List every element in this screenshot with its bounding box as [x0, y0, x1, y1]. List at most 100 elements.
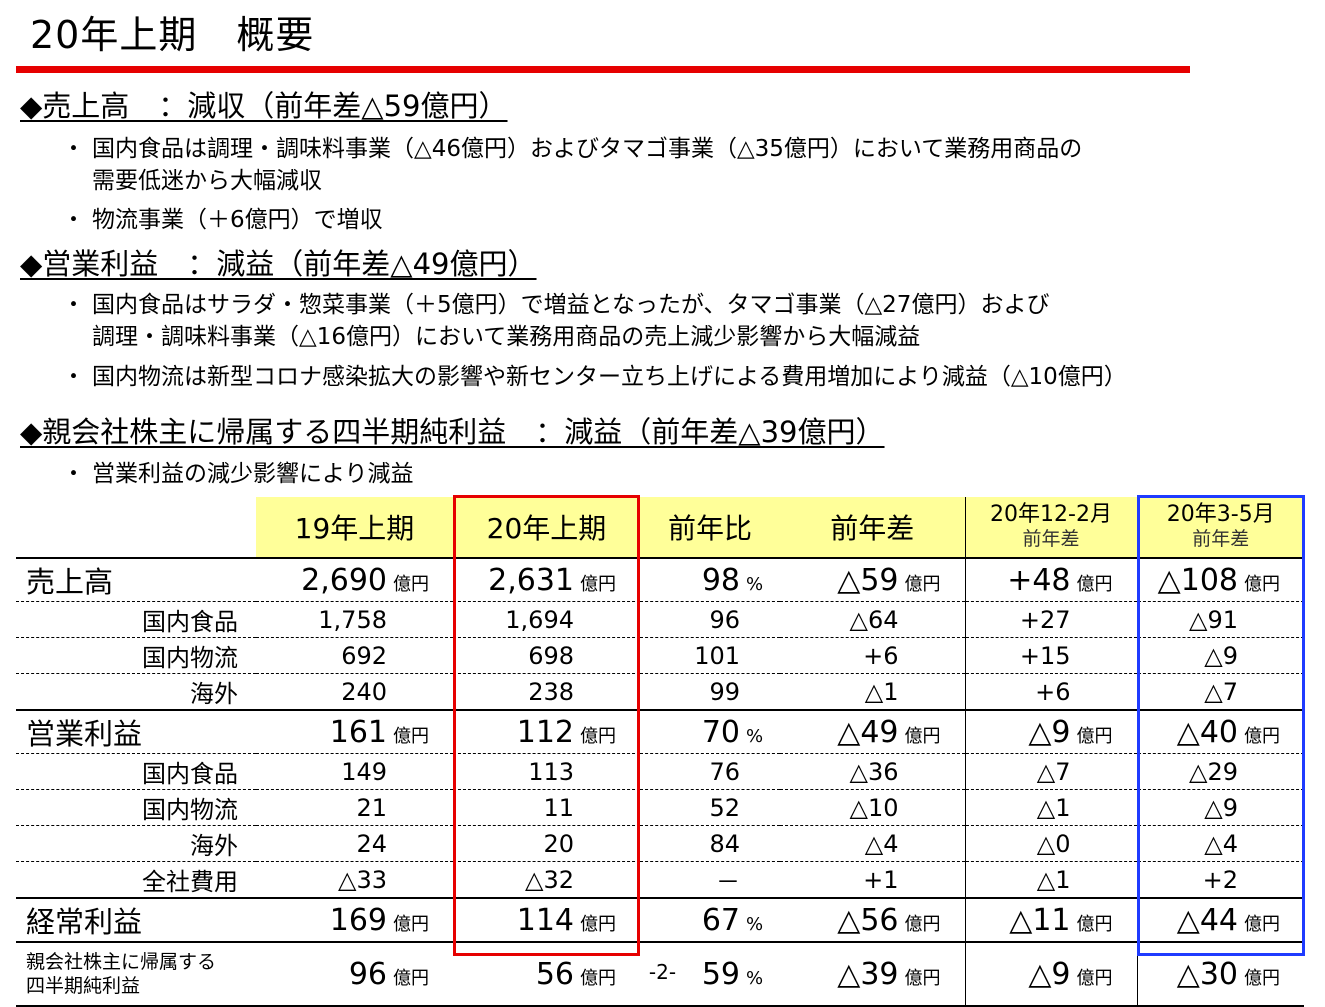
- cell-unit: 億円: [904, 573, 941, 595]
- cell-value: 84: [709, 829, 740, 858]
- cell-yoy-ratio: 67%: [640, 897, 780, 942]
- header-yoy-diff: 前年差: [780, 497, 965, 558]
- cell-value: △64: [849, 605, 899, 634]
- cell-value: 76: [709, 757, 740, 786]
- cell-yoy-ratio: 98%: [640, 557, 780, 602]
- cell-value: +6: [1035, 677, 1071, 706]
- cell-dec-feb: △1億円: [964, 861, 1137, 898]
- cell-mar-may: △7億円: [1136, 673, 1304, 710]
- row-label: 海外: [16, 825, 256, 862]
- cell-value: +15: [1019, 641, 1071, 670]
- cell-value: 2,690: [301, 562, 387, 598]
- cell-20h1: 2,631 億円: [453, 557, 640, 602]
- cell-value: 56: [535, 956, 574, 992]
- cell-value: △49: [837, 714, 899, 750]
- cell-value: +1: [863, 865, 899, 894]
- cell-mar-may: △40 億円: [1136, 709, 1304, 754]
- cell-value: +6: [863, 641, 899, 670]
- cell-value: △9: [1028, 714, 1071, 750]
- cell-value: 1,694: [505, 605, 574, 634]
- table-row: 国内物流692億円698億円101%+6億円+15億円△9億円: [16, 637, 1304, 674]
- header-dec-feb: 20年12-2月 前年差: [964, 497, 1137, 558]
- cell-value: △1: [864, 677, 899, 706]
- cell-20h1: 114 億円: [453, 897, 640, 942]
- cell-unit: %: [746, 725, 764, 747]
- cell-value: △44: [1176, 902, 1238, 938]
- cell-19h1: 149億円: [256, 753, 453, 790]
- cell-mar-may: △4億円: [1136, 825, 1304, 862]
- cell-unit: %: [746, 573, 764, 595]
- bullet-op-1: ・国内食品はサラダ・惣菜事業（＋5億円）で増益となったが、タマゴ事業（△27億円…: [62, 289, 1049, 353]
- cell-value: △7: [1036, 757, 1071, 786]
- cell-unit: 億円: [580, 913, 616, 935]
- cell-unit: %: [746, 913, 764, 935]
- row-label: 売上高: [16, 557, 256, 602]
- cell-mar-may: △44 億円: [1136, 897, 1304, 942]
- table-row: 海外24億円20億円84%△4億円△0億円△4億円: [16, 825, 1304, 862]
- cell-yoy-ratio: 52%: [640, 789, 780, 826]
- cell-unit: 億円: [1244, 573, 1280, 595]
- financial-summary-table: 19年上期 20年上期 前年比 前年差 20年12-2月 前年差 20年3-5月…: [16, 497, 1304, 1007]
- cell-value: 2,631: [488, 562, 574, 598]
- cell-value: 20: [543, 829, 574, 858]
- section-heading-net-income: ◆親会社株主に帰属する四半期純利益 ：減益（前年差△39億円）: [20, 415, 885, 449]
- cell-value: △11: [1009, 902, 1071, 938]
- cell-yoy-ratio: 96%: [640, 601, 780, 638]
- cell-19h1: 2,690 億円: [256, 557, 453, 602]
- cell-value: +27: [1019, 605, 1071, 634]
- cell-mar-may: △9億円: [1136, 637, 1304, 674]
- bullet-text: 営業利益の減少影響により減益: [92, 461, 414, 487]
- cell-value: 21: [356, 793, 387, 822]
- cell-dec-feb: △1億円: [964, 789, 1137, 826]
- bullet-text: 国内物流は新型コロナ感染拡大の影響や新センター立ち上げによる費用増加により減益（…: [92, 364, 1127, 390]
- cell-unit: 億円: [580, 725, 616, 747]
- header-mar-may-title: 20年3-5月: [1166, 502, 1275, 527]
- cell-value: △1: [1036, 865, 1071, 894]
- page-number: -2-: [648, 960, 677, 984]
- cell-dec-feb: △7億円: [964, 753, 1137, 790]
- cell-yoy-diff: △1億円: [780, 673, 965, 710]
- page-title: 20年上期 概要: [30, 13, 315, 57]
- cell-yoy-ratio: 84%: [640, 825, 780, 862]
- cell-unit: 億円: [904, 967, 941, 989]
- cell-dec-feb: △9 億円: [964, 709, 1137, 754]
- cell-unit: 億円: [1244, 913, 1280, 935]
- cell-value: 96: [348, 956, 387, 992]
- cell-value: 96: [709, 605, 740, 634]
- row-label: 国内物流: [16, 789, 256, 826]
- cell-unit: 億円: [580, 573, 616, 595]
- cell-unit: 億円: [393, 725, 429, 747]
- cell-value: △4: [864, 829, 899, 858]
- cell-value: △9: [1204, 641, 1238, 670]
- title-underline-bar: [16, 66, 1190, 73]
- row-label: 国内物流: [16, 637, 256, 674]
- cell-unit: 億円: [1076, 967, 1113, 989]
- header-empty-cell: [16, 497, 256, 558]
- cell-value: △29: [1189, 757, 1238, 786]
- cell-value: △33: [338, 865, 387, 894]
- bullet-text-continued: 需要低迷から大幅減収: [92, 168, 322, 194]
- bullet-sales-1: ・国内食品は調理・調味料事業（△46億円）およびタマゴ事業（△35億円）において…: [62, 133, 1082, 197]
- cell-yoy-diff: △36億円: [780, 753, 965, 790]
- cell-value: 113: [528, 757, 574, 786]
- cell-value: △10: [849, 793, 899, 822]
- cell-value: 698: [528, 641, 574, 670]
- cell-value: 70: [701, 714, 740, 750]
- cell-20h1: 238億円: [453, 673, 640, 710]
- cell-19h1: 240億円: [256, 673, 453, 710]
- cell-unit: 億円: [393, 573, 429, 595]
- header-dec-feb-sub: 前年差: [1022, 528, 1080, 550]
- cell-yoy-ratio: 101%: [640, 637, 780, 674]
- row-label-line: 四半期純利益: [26, 975, 141, 997]
- cell-yoy-diff: +1億円: [780, 861, 965, 898]
- cell-yoy-ratio: 70%: [640, 709, 780, 754]
- cell-dec-feb: +15億円: [964, 637, 1137, 674]
- cell-unit: 億円: [904, 725, 941, 747]
- cell-value: △36: [849, 757, 899, 786]
- cell-value: 11: [543, 793, 574, 822]
- cell-20h1: 1,694億円: [453, 601, 640, 638]
- table-header-row: 19年上期 20年上期 前年比 前年差 20年12-2月 前年差 20年3-5月…: [16, 497, 1304, 558]
- cell-value: 240: [341, 677, 387, 706]
- cell-value: +2: [1202, 865, 1238, 894]
